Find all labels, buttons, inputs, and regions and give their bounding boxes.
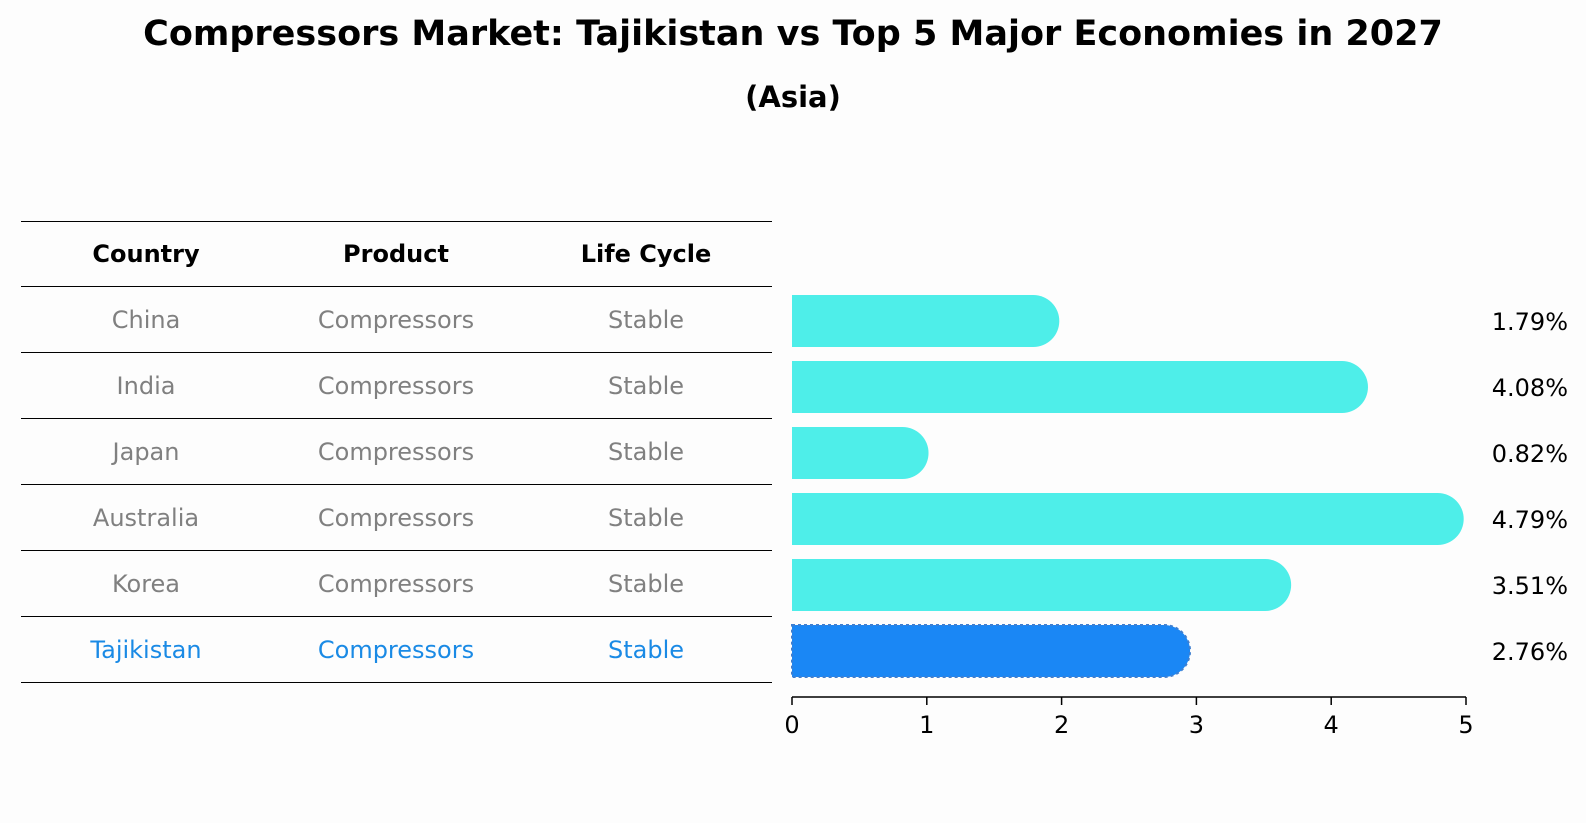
data-label: 4.08% [1492, 374, 1568, 402]
table-row: Korea Compressors Stable [21, 551, 772, 617]
cell-life-cycle: Stable [607, 569, 685, 598]
cell-country: Korea [111, 569, 181, 598]
cell-life-cycle: Stable [607, 635, 685, 664]
chart-subtitle: (Asia) [745, 80, 841, 114]
x-tick-label: 4 [1324, 711, 1339, 739]
bar-australia [792, 493, 1464, 545]
cell-product: Compressors [317, 371, 475, 400]
table-row: Australia Compressors Stable [21, 485, 772, 551]
table-row: China Compressors Stable [21, 287, 772, 353]
cell-life-cycle: Stable [607, 305, 685, 334]
bar-korea [792, 559, 1292, 611]
cell-life-cycle: Stable [607, 371, 685, 400]
bar-japan [792, 427, 929, 479]
cell-country: India [116, 371, 176, 400]
cell-product: Compressors [317, 305, 475, 334]
data-label: 0.82% [1492, 440, 1568, 468]
x-tick-label: 5 [1458, 711, 1473, 739]
cell-country: China [111, 305, 181, 334]
cell-country: Tajikistan [90, 635, 202, 664]
cell-life-cycle: Stable [607, 437, 685, 466]
country-table: Country Product Life Cycle China Compres… [21, 221, 772, 683]
header-country: Country [92, 240, 200, 268]
data-label: 2.76% [1492, 638, 1568, 666]
data-label: 4.79% [1492, 506, 1568, 534]
bar-india [792, 361, 1368, 413]
cell-product: Compressors [317, 503, 475, 532]
x-tick-label: 0 [784, 711, 799, 739]
cell-product: Compressors [317, 569, 475, 598]
bar-tajikistan [791, 624, 1192, 678]
table-row-highlighted: Tajikistan Compressors Stable [21, 617, 772, 683]
cell-country: Japan [112, 437, 180, 466]
table-row: Japan Compressors Stable [21, 419, 772, 485]
bar-china [792, 295, 1060, 347]
x-tick-label: 1 [919, 711, 934, 739]
data-label: 3.51% [1492, 572, 1568, 600]
data-label: 1.79% [1492, 308, 1568, 336]
x-tick-label: 3 [1189, 711, 1204, 739]
x-tick-label: 2 [1054, 711, 1069, 739]
header-product: Product [343, 240, 449, 268]
table-header-row: Country Product Life Cycle [21, 221, 772, 287]
cell-life-cycle: Stable [607, 503, 685, 532]
cell-product: Compressors [317, 437, 475, 466]
cell-product: Compressors [317, 635, 475, 664]
header-life-cycle: Life Cycle [580, 240, 712, 268]
chart-title: Compressors Market: Tajikistan vs Top 5 … [143, 14, 1443, 54]
cell-country: Australia [92, 503, 200, 532]
table-row: India Compressors Stable [21, 353, 772, 419]
